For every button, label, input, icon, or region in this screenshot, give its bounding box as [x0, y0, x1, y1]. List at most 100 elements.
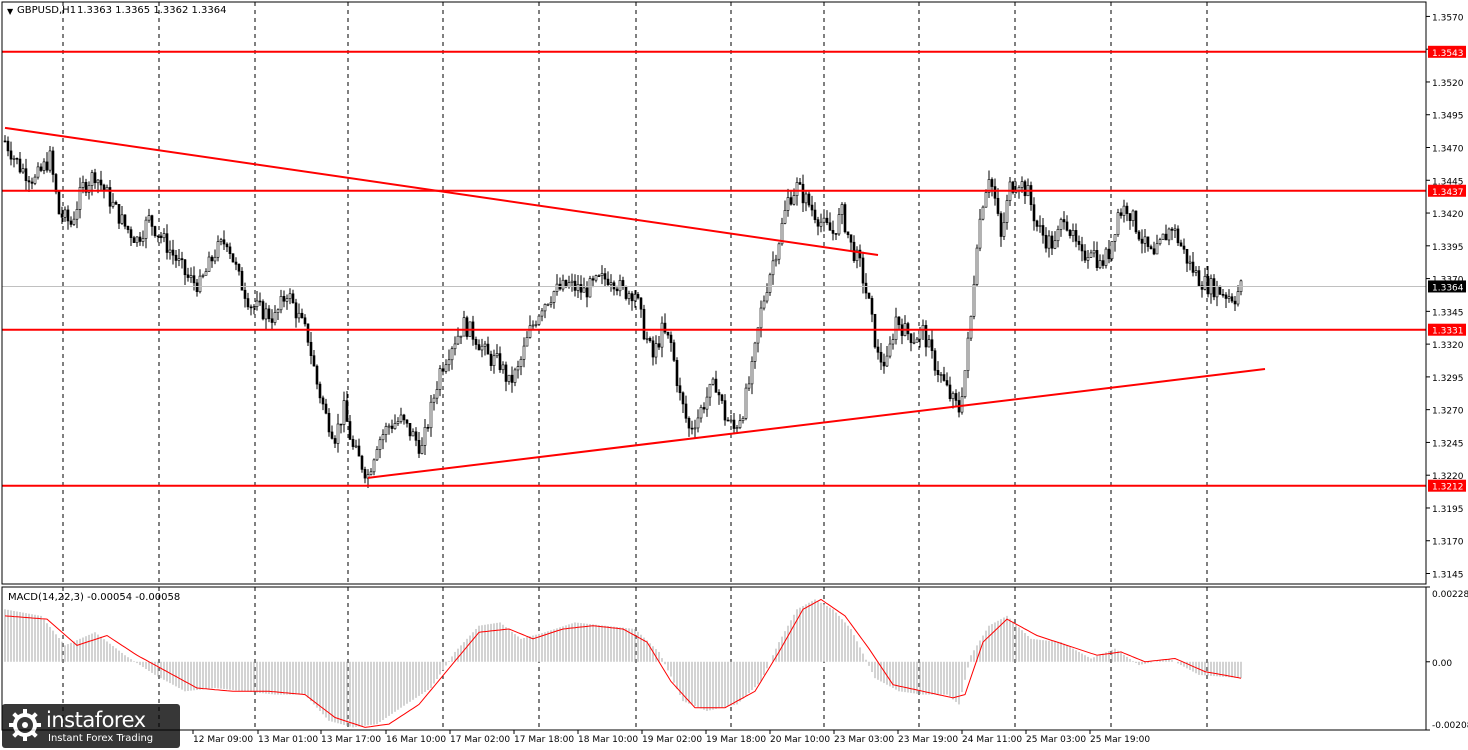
candle-body — [897, 316, 901, 326]
candle-body — [498, 353, 502, 371]
candle-body — [165, 233, 169, 253]
candle-body — [975, 247, 979, 285]
macd-tick-label: 0.00228 — [1432, 590, 1468, 600]
candle-body — [594, 275, 598, 281]
candle-body — [291, 293, 295, 304]
candle-body — [855, 249, 859, 261]
candle-body — [138, 236, 142, 242]
candle-body — [525, 337, 529, 347]
candle-body — [309, 341, 313, 356]
ohlc-readout: 1.3363 1.3365 1.3362 1.3364 — [77, 5, 227, 16]
candle-body — [648, 338, 652, 342]
candle-body — [915, 338, 919, 343]
candle-body — [75, 209, 79, 220]
candle-body — [423, 427, 427, 446]
candle-body — [642, 308, 646, 340]
candle-body — [147, 215, 151, 221]
candle-body — [753, 342, 757, 362]
candle-body — [180, 258, 184, 261]
candle-body — [1143, 236, 1147, 244]
candle-body — [1233, 300, 1237, 305]
candle-body — [237, 264, 241, 272]
candle-body — [1083, 250, 1087, 261]
candle-body — [501, 364, 505, 371]
candle-body — [534, 324, 538, 326]
candle-body — [882, 361, 886, 367]
candle-body — [651, 340, 655, 358]
candle-body — [1089, 252, 1093, 258]
candle-body — [429, 401, 433, 429]
candle-body — [1077, 240, 1081, 245]
candle-body — [1134, 210, 1138, 233]
candle-body — [1224, 294, 1228, 299]
candle-body — [939, 374, 943, 376]
candle-body — [1146, 236, 1150, 247]
candle-body — [858, 249, 862, 259]
candle-body — [624, 286, 628, 299]
x-tick-label: 12 Mar 09:00 — [193, 735, 253, 745]
candle-body — [456, 335, 460, 345]
candle-body — [21, 168, 25, 173]
candle-body — [885, 355, 889, 367]
y-tick-label: 1.3470 — [1432, 145, 1464, 155]
candle-body — [870, 298, 874, 315]
candle-body — [522, 345, 526, 360]
candle-body — [84, 181, 88, 193]
candle-body — [984, 192, 988, 208]
candle-body — [1047, 235, 1051, 249]
candle-body — [672, 342, 676, 361]
macd-pane[interactable] — [4, 587, 1242, 730]
candle-body — [840, 204, 844, 215]
candle-body — [330, 431, 334, 439]
candle-body — [1056, 229, 1060, 242]
trendline-ascending — [367, 368, 1266, 479]
candle-body — [891, 339, 895, 345]
candle-body — [1119, 212, 1123, 216]
candle-body — [693, 427, 697, 430]
x-tick-label: 19 Mar 18:00 — [706, 735, 766, 745]
candle-body — [927, 339, 931, 348]
watermark-tagline: Instant Forex Trading — [48, 733, 154, 744]
candle-body — [132, 237, 136, 243]
candle-body — [750, 361, 754, 385]
price-pane[interactable] — [2, 2, 1426, 584]
candle-body — [723, 400, 727, 421]
candle-body — [48, 150, 52, 171]
candle-body — [414, 431, 418, 441]
candle-body — [1128, 213, 1132, 221]
candle-body — [1044, 234, 1048, 249]
candle-body — [381, 434, 385, 441]
candle-body — [435, 389, 439, 399]
candle-body — [189, 275, 193, 278]
candle-body — [618, 280, 622, 292]
candle-body — [780, 222, 784, 245]
candle-body — [537, 315, 541, 325]
candle-body — [702, 407, 706, 410]
candle-body — [1032, 204, 1036, 222]
candle-body — [804, 193, 808, 204]
candle-body — [1086, 257, 1090, 261]
candle-body — [735, 427, 739, 429]
candle-body — [378, 439, 382, 450]
candle-body — [1122, 205, 1126, 216]
candle-body — [267, 308, 271, 320]
candle-body — [1173, 228, 1177, 231]
candle-body — [462, 317, 466, 337]
trendline-descending — [4, 126, 879, 256]
candle-body — [1137, 231, 1141, 240]
candle-body — [417, 440, 421, 454]
candle-body — [1071, 230, 1075, 236]
candle-body — [825, 217, 829, 224]
candle-body — [1098, 260, 1102, 268]
candle-body — [1104, 248, 1108, 266]
candle-body — [123, 214, 127, 227]
candle-body — [744, 387, 748, 419]
candle-body — [1095, 250, 1099, 268]
candle-body — [813, 209, 817, 220]
candle-body — [993, 186, 997, 199]
candle-body — [1131, 210, 1135, 221]
candle-body — [3, 140, 7, 143]
candle-body — [105, 187, 109, 191]
candle-body — [339, 423, 343, 426]
candle-body — [837, 214, 841, 235]
